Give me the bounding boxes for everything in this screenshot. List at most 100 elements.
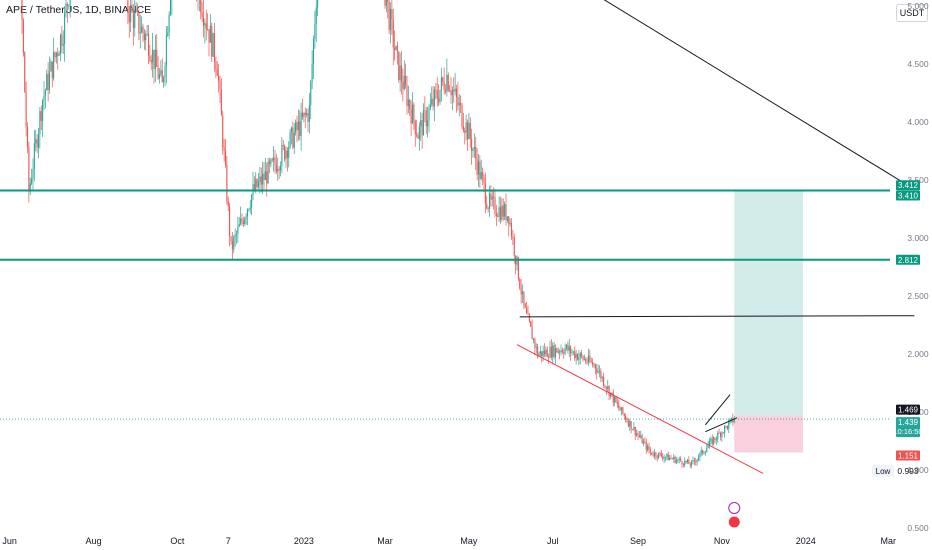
candle-body <box>416 134 418 136</box>
candle-body <box>586 361 588 363</box>
candle-body <box>582 355 584 360</box>
candle-body <box>403 75 405 90</box>
y-tick-label: 2.500 <box>907 291 929 301</box>
candle-body <box>22 20 24 53</box>
candle-body <box>147 33 150 56</box>
candle-body <box>619 408 621 411</box>
candle-body <box>234 234 236 238</box>
candle-body <box>428 108 430 121</box>
candle-body <box>550 346 552 358</box>
currency-button[interactable]: USDT <box>896 4 928 22</box>
candle-body <box>31 179 33 184</box>
candle-body <box>468 122 470 140</box>
candle-body <box>215 61 217 70</box>
candle-body <box>579 353 581 358</box>
candle-body <box>26 126 29 148</box>
candle-body <box>644 441 646 443</box>
candle-body <box>24 52 26 93</box>
candle-body <box>538 353 540 357</box>
candle-body <box>136 9 139 12</box>
candle-body <box>623 413 625 416</box>
price-tag-value: 3.410 <box>898 191 919 200</box>
candle-body <box>726 425 728 429</box>
candle-body <box>134 11 136 29</box>
high-low-value: 0.993 <box>897 466 919 476</box>
candle-body <box>469 122 471 140</box>
price-tag <box>896 190 920 201</box>
candle-body <box>490 193 492 200</box>
candle-body <box>262 173 264 185</box>
y-tick-label: 0.500 <box>907 523 929 533</box>
candle-body <box>461 104 463 127</box>
candle-body <box>539 351 541 354</box>
price-tag <box>896 180 920 191</box>
candle-body <box>454 88 456 92</box>
candle-body <box>62 44 64 46</box>
y-tick-label: 4.000 <box>907 117 929 127</box>
candle-body <box>682 464 684 466</box>
candle-body <box>286 150 288 158</box>
candle-body <box>50 61 52 72</box>
candle-body <box>554 348 557 357</box>
candle-body <box>670 457 672 459</box>
candle-body <box>696 459 698 463</box>
candle-body <box>655 452 657 457</box>
candle-body <box>211 25 213 57</box>
candle-body <box>43 95 45 101</box>
price-tag-value: 1.439 <box>898 418 919 427</box>
candle-body <box>615 396 617 403</box>
candle-body <box>307 113 309 122</box>
candle-body <box>158 74 161 79</box>
event-marker-icon <box>728 502 741 514</box>
candle-body <box>25 92 27 127</box>
candle-body <box>626 419 628 422</box>
candle-body <box>263 173 265 181</box>
candle-body <box>153 49 155 70</box>
candle-body <box>699 452 701 458</box>
candle-body <box>201 12 203 18</box>
candle-body <box>268 161 271 165</box>
candle-body <box>523 291 525 305</box>
candle-body <box>513 237 515 256</box>
rising-wedge-top <box>704 394 731 426</box>
candle-body <box>512 236 514 238</box>
candle-body <box>61 34 63 46</box>
candle-body <box>447 74 449 91</box>
candle-body <box>609 392 612 397</box>
candle-body <box>146 33 148 35</box>
candle-body <box>528 314 530 322</box>
candle-body <box>32 169 34 180</box>
candle-body <box>604 385 606 388</box>
candle-body <box>264 171 266 181</box>
candle-body <box>427 120 429 127</box>
candle-body <box>237 226 239 234</box>
candle-body <box>688 459 690 464</box>
candle-body <box>462 126 464 131</box>
candle-body <box>266 171 268 184</box>
candle-body <box>424 110 426 112</box>
candle-body <box>704 451 706 453</box>
candle-body <box>509 222 511 225</box>
candle-body <box>435 89 437 91</box>
candle-body <box>585 358 587 362</box>
candle-body <box>301 112 304 117</box>
candle-body <box>631 429 634 431</box>
candle-body <box>213 33 216 62</box>
candle-body <box>680 458 682 462</box>
candle-body <box>216 69 218 76</box>
candle-body <box>405 75 407 86</box>
candle-body <box>402 82 404 90</box>
candle-body <box>718 432 720 434</box>
candle-body <box>36 139 38 148</box>
candle-body <box>169 0 172 15</box>
candle-body <box>131 4 133 12</box>
candle-body <box>449 90 451 92</box>
candle-body <box>37 133 40 148</box>
price-tag-value: 3.412 <box>898 181 919 190</box>
candle-body <box>713 437 715 444</box>
candle-body <box>251 195 253 208</box>
candle-body <box>231 241 233 250</box>
candle-body <box>542 350 544 357</box>
candle-body <box>55 52 57 58</box>
